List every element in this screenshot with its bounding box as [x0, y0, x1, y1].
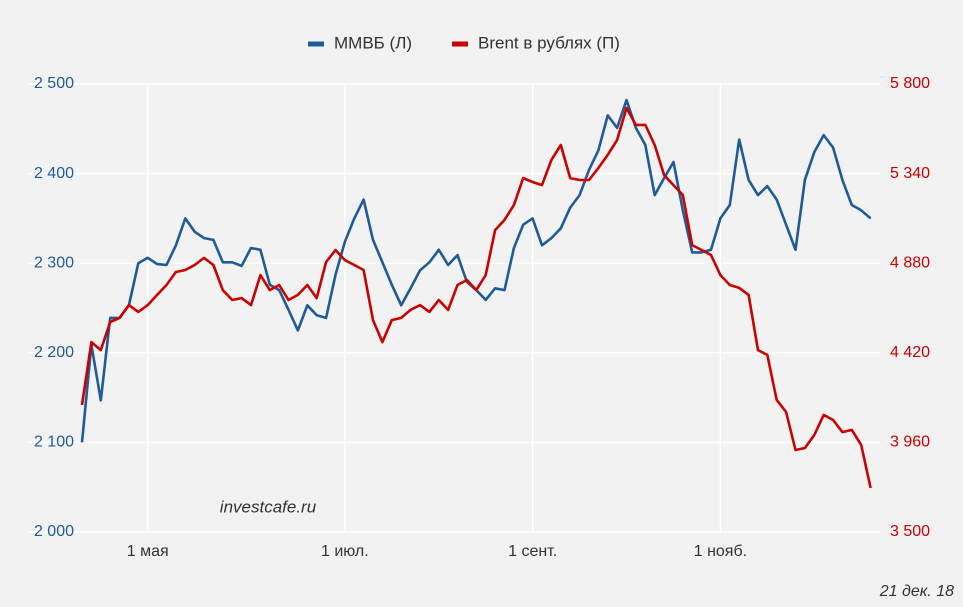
x-tick-label: 1 мая: [127, 543, 169, 560]
y2-tick-label: 5 340: [890, 165, 930, 182]
y2-tick-label: 3 500: [890, 523, 930, 540]
watermark: investcafe.ru: [220, 497, 317, 516]
legend-label: ММВБ (Л): [334, 33, 412, 52]
series-line: [80, 106, 872, 489]
y2-tick-label: 5 800: [890, 75, 930, 92]
y-tick-label: 2 400: [34, 165, 74, 182]
y-tick-label: 2 000: [34, 523, 74, 540]
y2-tick-label: 4 880: [890, 254, 930, 271]
y-tick-label: 2 100: [34, 434, 74, 451]
x-tick-label: 1 нояб.: [694, 543, 747, 560]
legend-label: Brent в рублях (П): [478, 33, 620, 52]
plot-area: [80, 98, 872, 489]
y-tick-label: 2 300: [34, 254, 74, 271]
x-tick-label: 1 сент.: [508, 543, 557, 560]
x-tick-label: 1 июл.: [321, 543, 369, 560]
y2-tick-label: 4 420: [890, 344, 930, 361]
grid: [28, 83, 880, 533]
y2-tick-label: 3 960: [890, 434, 930, 451]
y-tick-label: 2 500: [34, 75, 74, 92]
date-note: 21 дек. 18: [879, 583, 954, 600]
y-tick-label: 2 200: [34, 344, 74, 361]
